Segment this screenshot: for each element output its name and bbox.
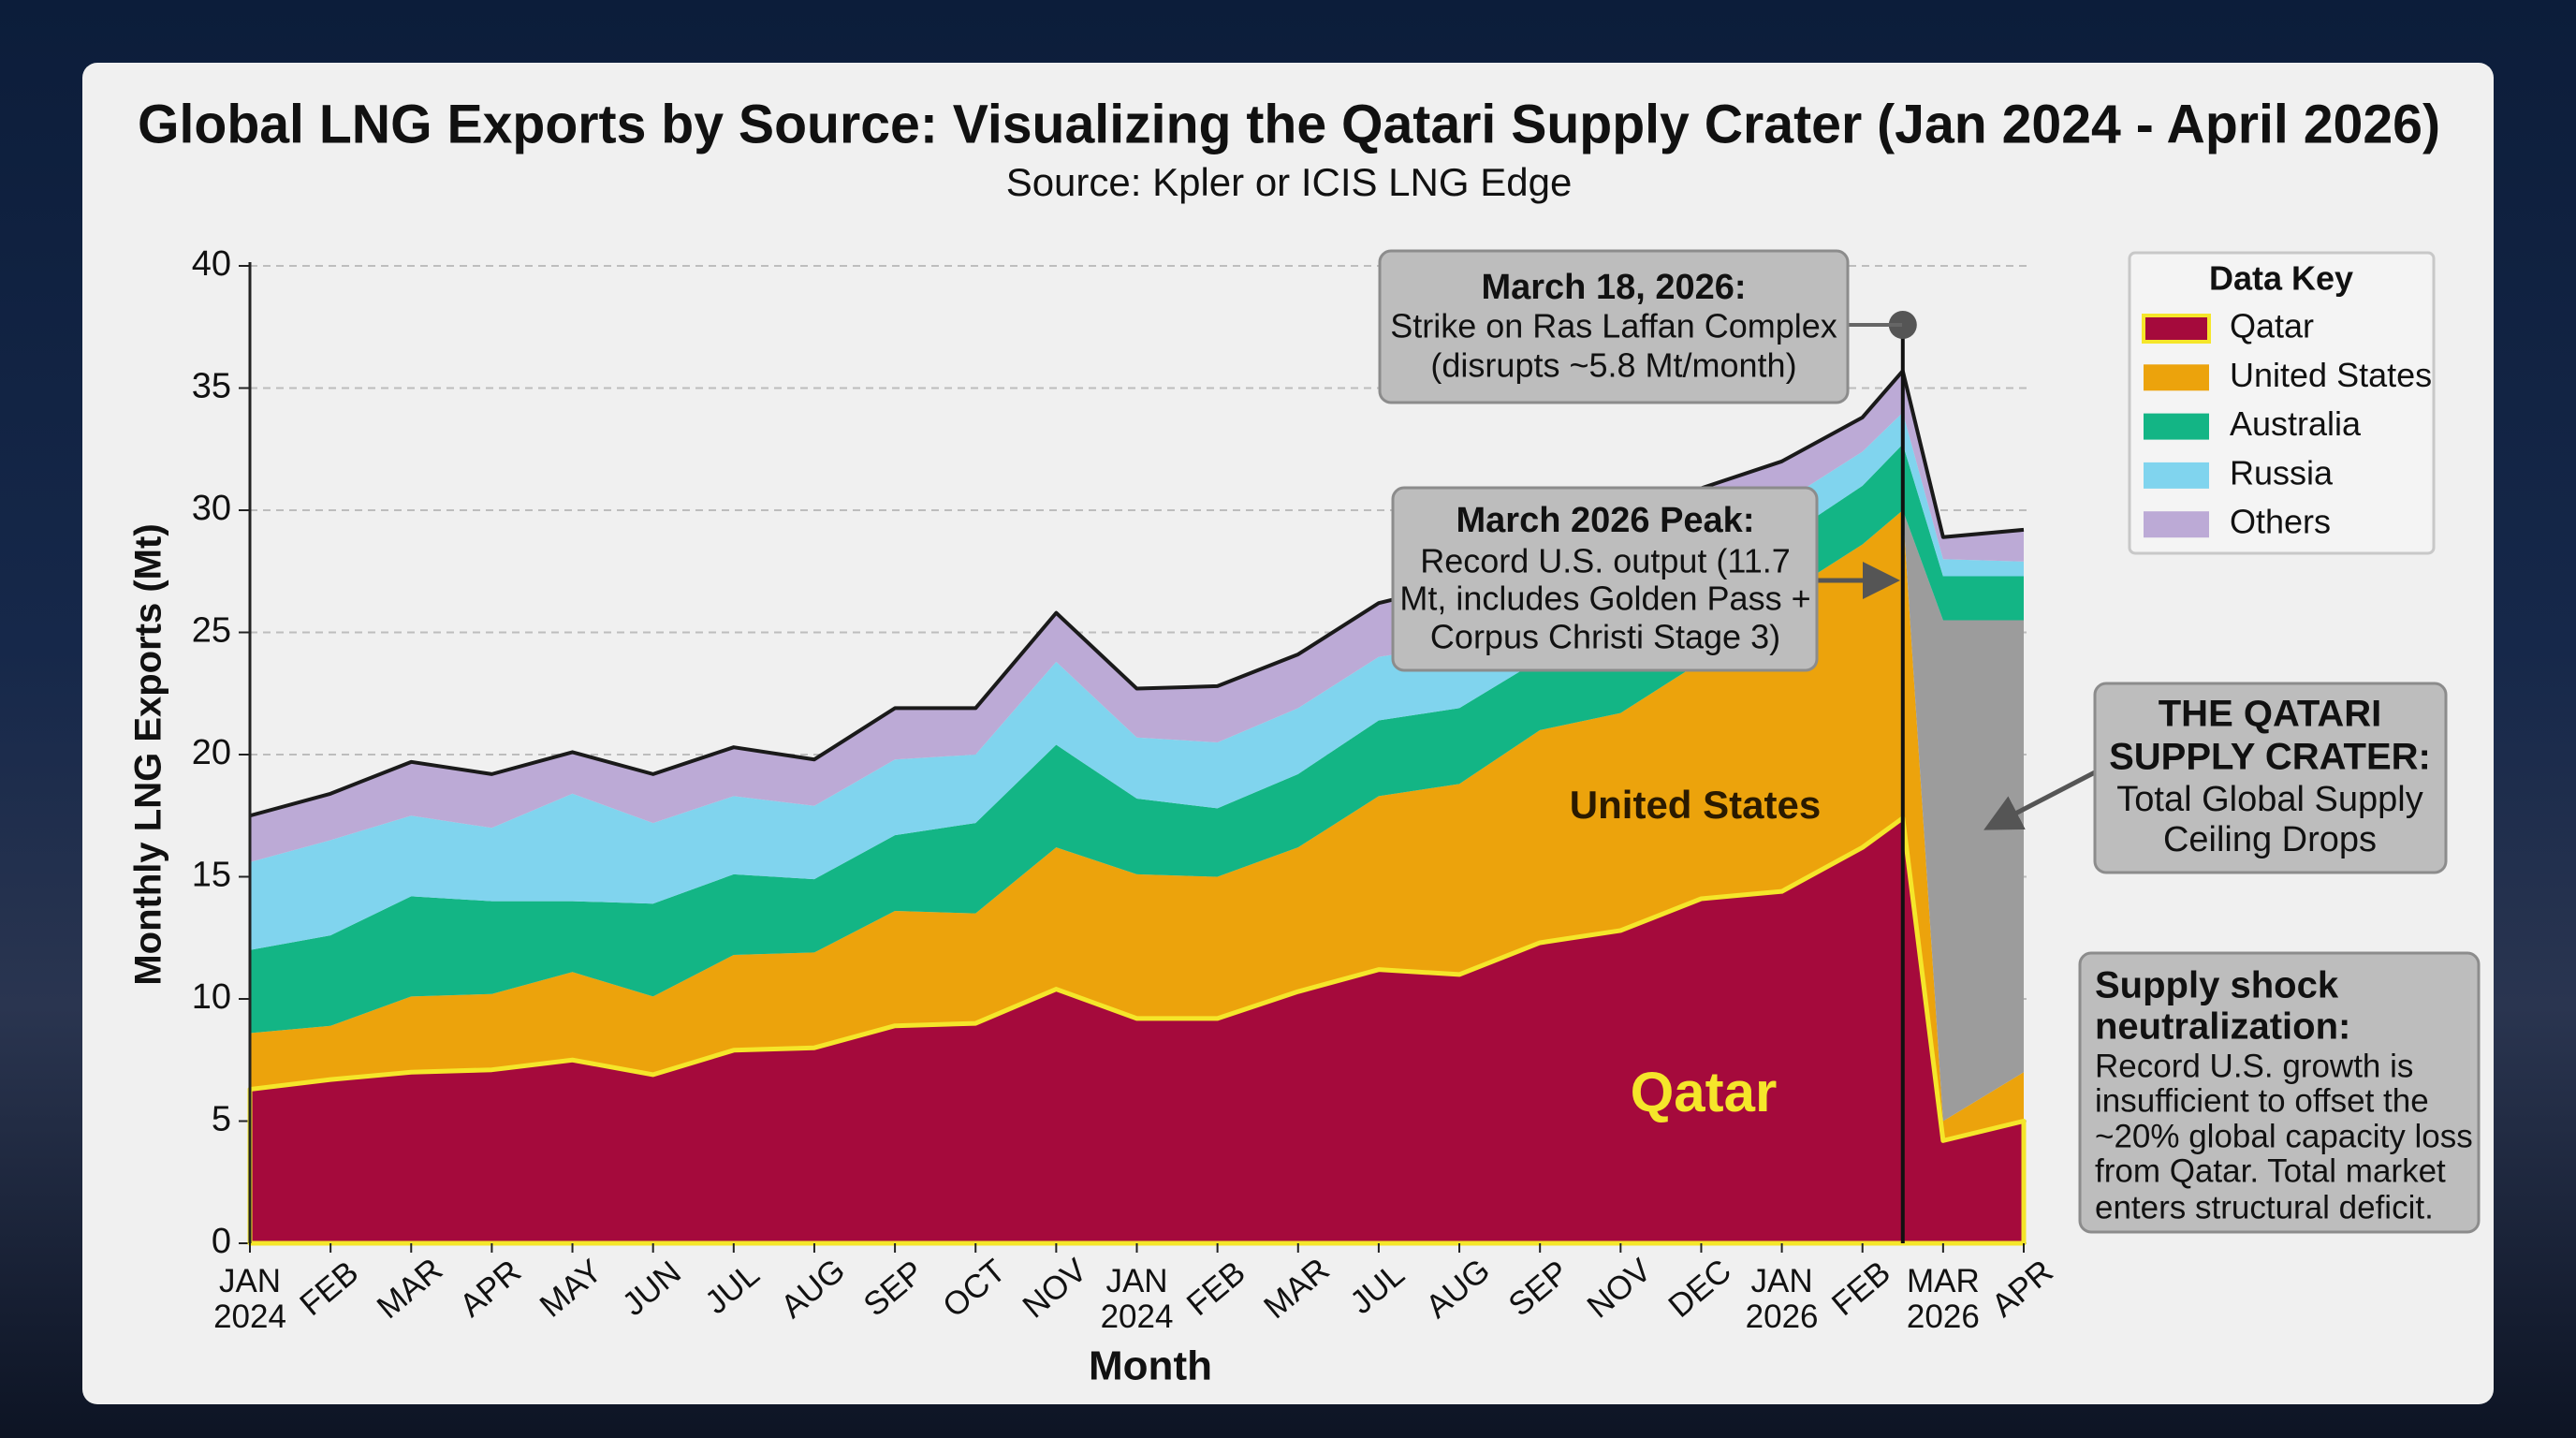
callout-text: Strike on Ras Laffan Complex [1390,307,1837,345]
y-tick-label: 15 [192,856,231,895]
area-label: United States [1570,783,1821,827]
y-tick-label: 30 [192,489,231,528]
area [250,412,2024,950]
callout-text: insufficient to offset the [2095,1082,2429,1119]
area [250,510,2024,1141]
callout-text: Mt, includes Golden Pass + [1399,580,1810,618]
callout-text: enters structural deficit. [2095,1189,2434,1225]
callout-box [1378,249,1850,404]
chart-title: Global LNG Exports by Source: Visualizin… [138,94,2440,154]
callout-text: Ceiling Drops [2163,820,2377,859]
y-tick-label: 5 [212,1100,231,1139]
callout-text: from Qatar. Total market [2095,1152,2446,1189]
legend-swatch [2144,413,2209,440]
y-tick-label: 0 [212,1222,231,1261]
callout-title: neutralization: [2095,1006,2350,1048]
callout-title: March 18, 2026: [1481,268,1746,307]
total-outline [249,369,2025,818]
x-tick-label: JAN 2024 [1101,1263,1174,1335]
legend: Qatar United States Australia Russia Others [2142,307,2432,541]
chart-subtitle: Source: Kpler or ICIS LNG Edge [1006,160,1573,204]
annotations: March 18, 2026: Strike on Ras Laffan Com… [1378,249,2481,1234]
legend-swatch [2144,364,2209,391]
y-axis-label: Monthly LNG Exports (Mt) [128,523,169,985]
callout-text: Record U.S. output (11.7 [1420,542,1791,580]
x-tick-label: JAN 2026 [1746,1263,1819,1335]
legend-label: United States [2230,356,2432,394]
y-tick-label: 40 [192,244,231,284]
x-tick-label: MAR 2026 [1907,1263,1980,1335]
y-tick-label: 35 [192,367,231,406]
callout-box [2093,682,2448,874]
x-axis-label: Month [1089,1343,1212,1389]
callout-title: Supply shock [2095,965,2339,1006]
callout-title: March 2026 Peak: [1456,501,1755,540]
callout-text: Corpus Christi Stage 3) [1430,618,1780,656]
callout-text: Record U.S. growth is [2095,1048,2413,1084]
legend-label: Russia [2230,453,2334,492]
event-marker [1888,311,1917,339]
callout-title: SUPPLY CRATER: [2109,737,2431,778]
area [1902,510,2024,1122]
legend-swatch [2142,314,2211,344]
area [250,371,2024,862]
callout-title: THE QATARI [2159,694,2382,735]
area [250,444,2024,1034]
callout-text: (disrupts ~5.8 Mt/month) [1430,346,1796,385]
y-tick-label: 25 [192,611,231,651]
callout-arrow [1983,770,2097,830]
y-tick-label: 20 [192,733,231,772]
callout-box [2078,951,2481,1234]
legend-swatch [2144,511,2209,538]
legend-swatch [2144,462,2209,489]
legend-title: Data Key [2209,259,2353,298]
legend-label: Qatar [2230,307,2314,345]
area-label: Qatar [1631,1061,1778,1123]
legend-label: Others [2230,503,2331,541]
x-tick-label: JAN 2024 [213,1263,286,1335]
callout-box [1391,486,1819,672]
callout-text: Total Global Supply [2116,780,2422,819]
callout-text: ~20% global capacity loss [2095,1118,2473,1154]
y-tick-label: 10 [192,977,231,1017]
legend-label: Australia [2230,404,2362,443]
